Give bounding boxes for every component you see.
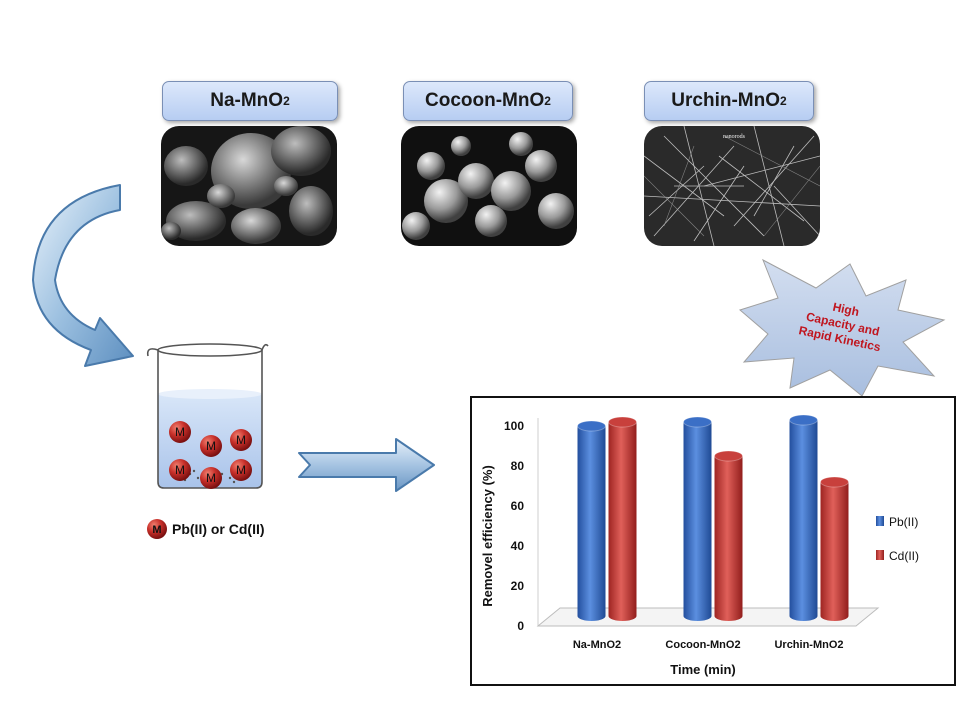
label-na-mno2: Na-MnO 2 [162, 81, 338, 121]
chart-frame: 0 20 40 60 80 100 Removel efficiency (%) Na-MnO… [470, 396, 956, 686]
x-tick-label: Cocoon-MnO2 [665, 639, 740, 651]
label-cocoon-mno2-sub: 2 [544, 94, 551, 108]
y-tick-label: 60 [511, 499, 525, 513]
curved-arrow-icon [32, 184, 134, 367]
label-cocoon-mno2: Cocoon-MnO 2 [403, 81, 573, 121]
x-tick-label: Urchin-MnO2 [774, 639, 843, 651]
bar [789, 414, 818, 621]
metal-ion-symbol: M [236, 463, 246, 477]
metal-ion [230, 429, 252, 451]
legend-swatch [876, 550, 884, 560]
sem-image-cocoon-mno2 [401, 126, 577, 246]
y-axis-label: Removel efficiency (%) [480, 465, 495, 607]
starburst: High Capacity and Rapid Kinetics [738, 258, 946, 397]
metal-ion [169, 459, 191, 481]
label-urchin-mno2: Urchin-MnO 2 [644, 81, 814, 121]
removal-efficiency-chart: 0 20 40 60 80 100 Removel efficiency (%) Na-MnO… [480, 414, 919, 677]
metal-ion-icon: M [147, 519, 167, 539]
metal-ion [200, 467, 222, 489]
sem-image-na-mno2 [161, 126, 337, 246]
legend-label: Pb(II) [889, 515, 918, 529]
label-na-mno2-sub: 2 [283, 94, 290, 108]
label-urchin-mno2-text: Urchin-MnO [671, 90, 781, 111]
label-na-mno2-text: Na-MnO [210, 90, 284, 111]
y-tick-label: 20 [511, 579, 525, 593]
legend-swatch [876, 516, 884, 526]
metal-ion-legend-symbol: M [152, 524, 161, 536]
bar [820, 476, 849, 621]
ion-legend: M Pb(II) or Cd(II) [146, 518, 265, 540]
metal-ion [169, 421, 191, 443]
ion-legend-label: Pb(II) or Cd(II) [172, 521, 265, 537]
starburst-line-1: High [831, 300, 860, 319]
label-urchin-mno2-sub: 2 [780, 94, 787, 108]
metal-ion-symbol: M [206, 471, 216, 485]
y-tick-label: 100 [504, 419, 524, 433]
legend-label: Cd(II) [889, 549, 919, 563]
metal-ion [230, 459, 252, 481]
y-tick-label: 40 [511, 539, 525, 553]
metal-ion [200, 435, 222, 457]
y-tick-label: 80 [511, 459, 525, 473]
x-axis-label: Time (min) [670, 662, 736, 677]
bar [683, 416, 712, 621]
metal-ion-symbol: M [175, 425, 185, 439]
bar [577, 420, 606, 621]
sem-image-urchin-mno2: nanorods [644, 126, 820, 246]
metal-ion-symbol: M [236, 433, 246, 447]
x-tick-label: Na-MnO2 [573, 639, 621, 651]
metal-ions: M M M M M M [169, 421, 252, 489]
metal-ion-symbol: M [206, 439, 216, 453]
sem-annotation: nanorods [723, 134, 746, 140]
bar [714, 450, 743, 621]
label-cocoon-mno2-text: Cocoon-MnO [425, 90, 545, 111]
right-arrow-icon [298, 438, 435, 492]
bar [608, 416, 637, 621]
metal-ion-symbol: M [175, 463, 185, 477]
y-tick-label: 0 [517, 619, 524, 633]
